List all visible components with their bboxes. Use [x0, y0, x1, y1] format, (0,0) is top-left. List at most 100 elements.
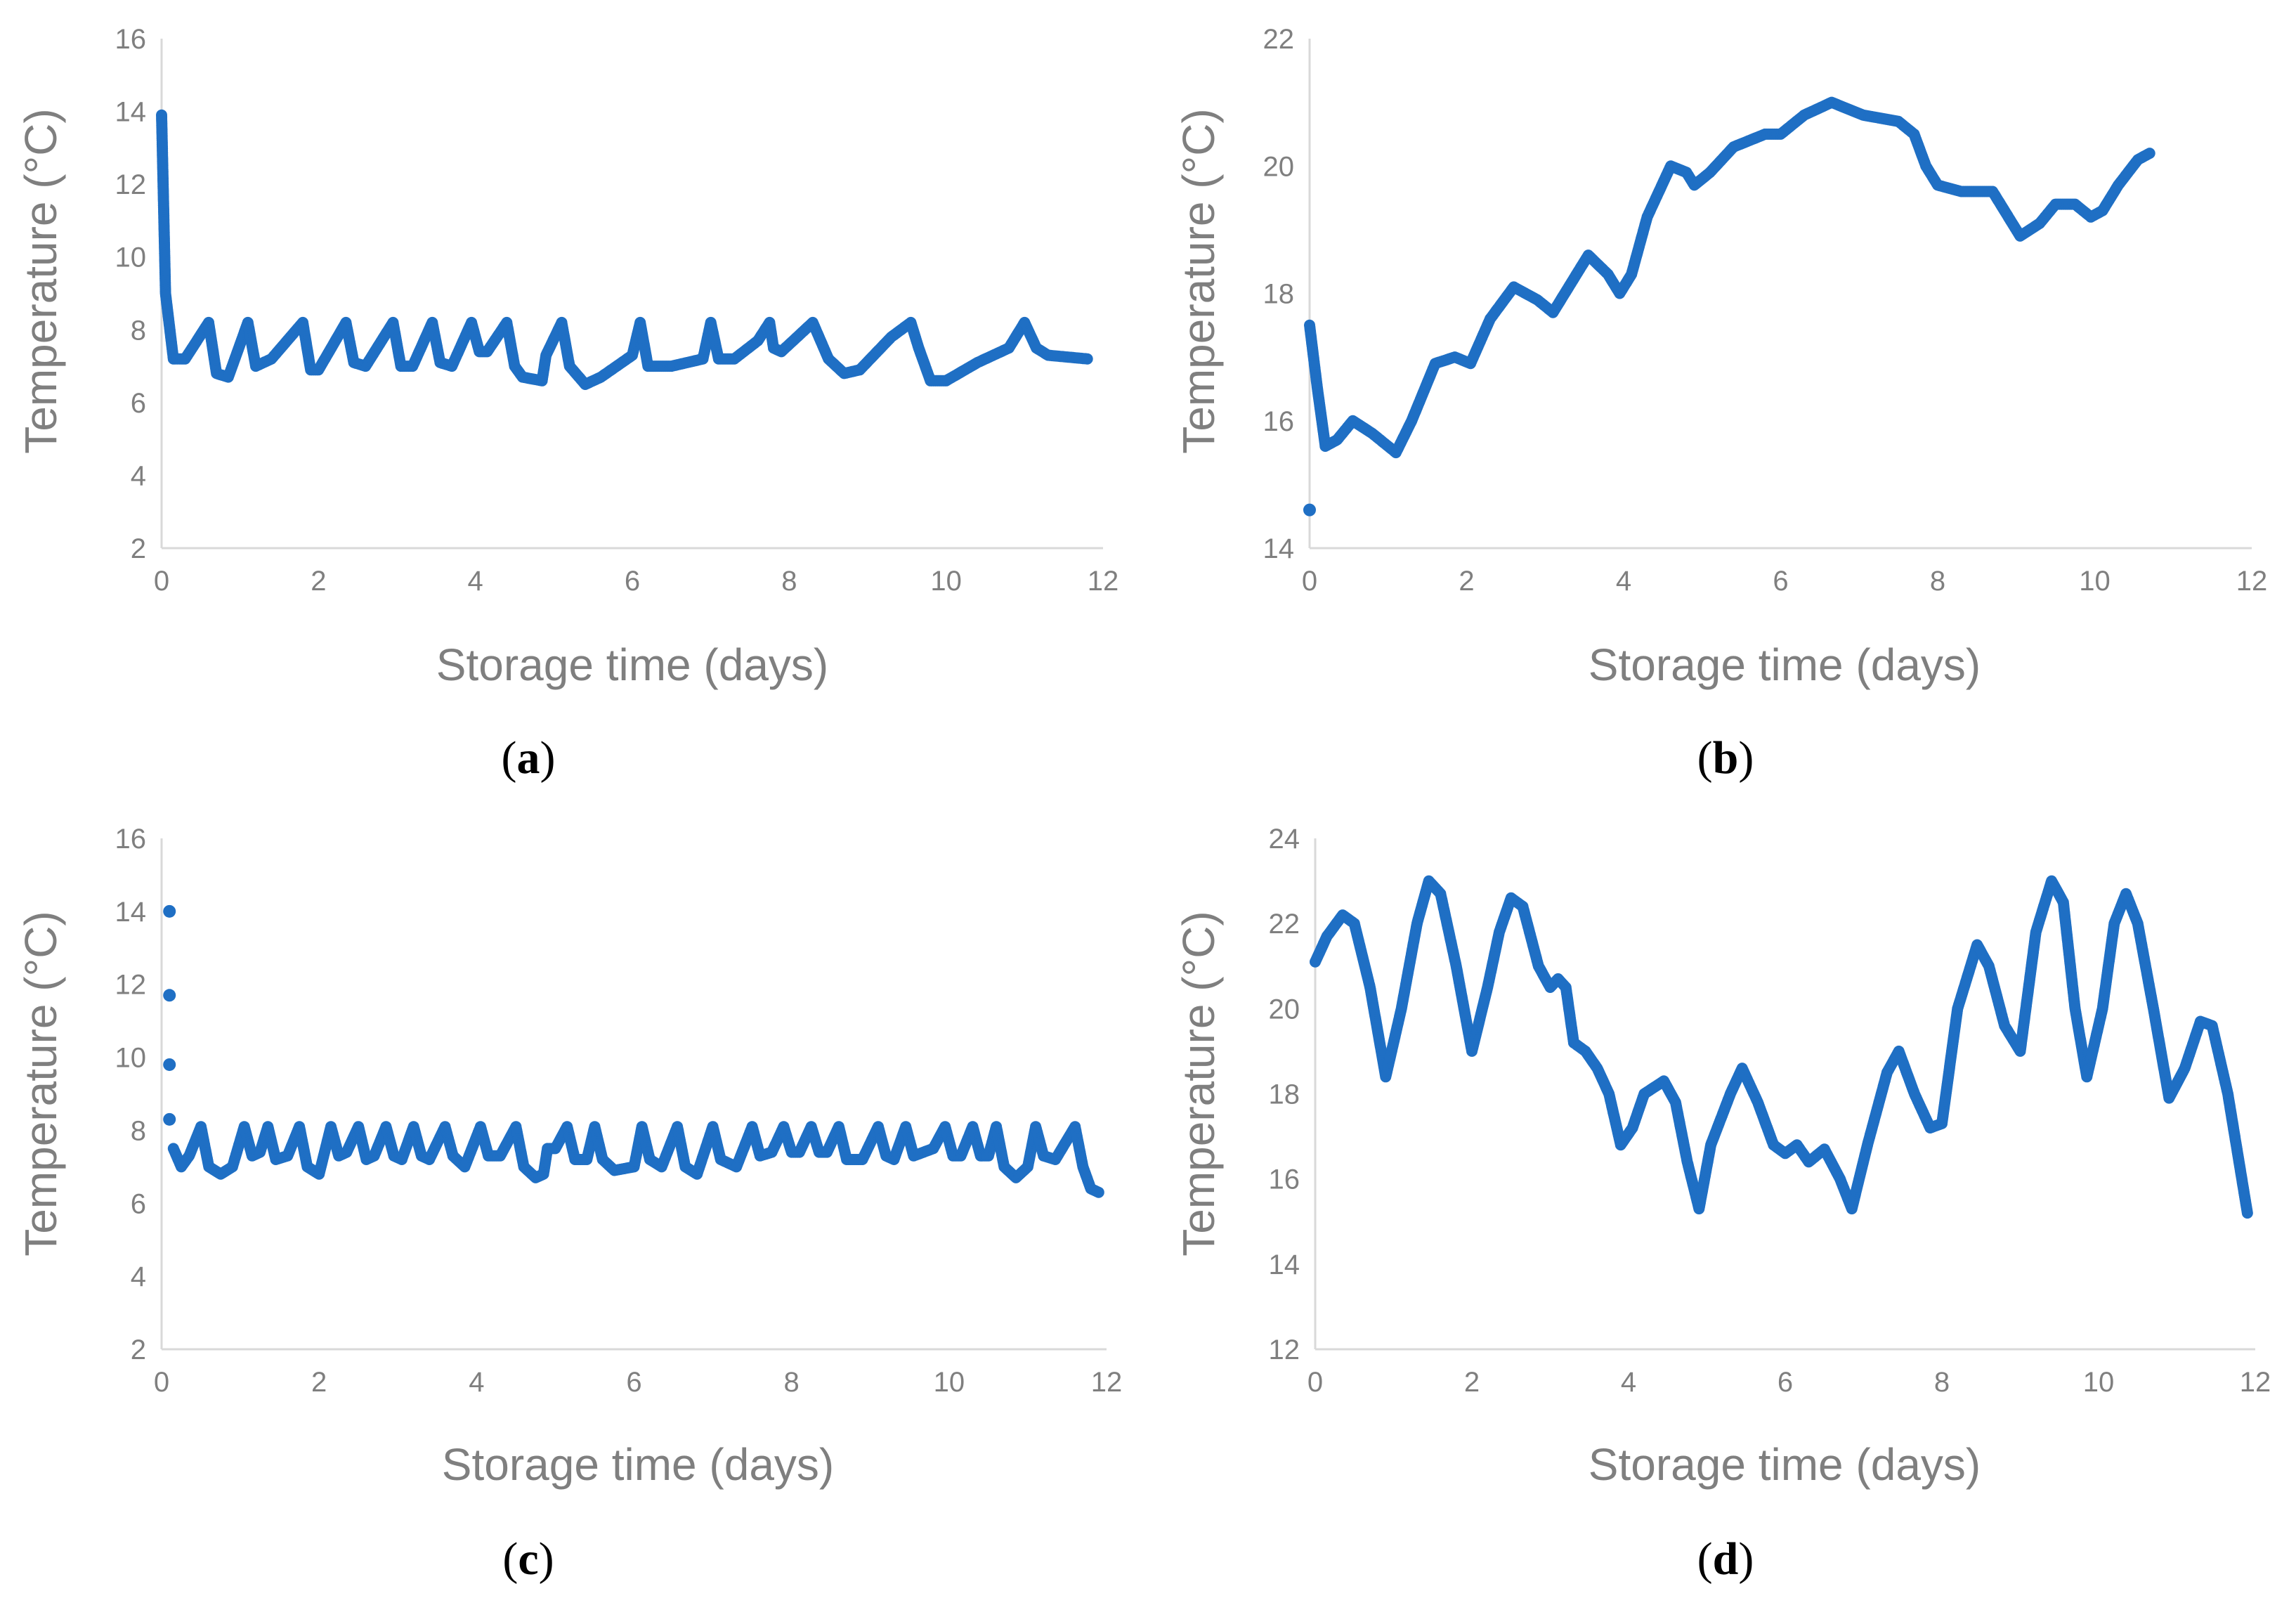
panel-label-b: (b)	[1697, 732, 1754, 784]
x-tick-labels-c: 0 2 4 6 8 10 12	[154, 1367, 1122, 1398]
series-b	[1303, 96, 2155, 517]
panel-label-a: (a)	[502, 732, 556, 784]
panel-label-d: (d)	[1697, 1533, 1754, 1585]
panel-label-a-close: )	[540, 732, 556, 784]
panel-label-c-close: )	[539, 1533, 554, 1585]
panel-label-c-open: (	[502, 1533, 518, 1585]
x-tick-label: 10	[930, 566, 962, 597]
x-tick-label: 4	[1616, 566, 1631, 597]
y-tick-label: 10	[115, 1043, 147, 1074]
y-tick-label: 10	[115, 242, 147, 273]
x-tick-label: 8	[781, 566, 797, 597]
y-tick-labels-d: 12 14 16 18 20 22 24	[1269, 824, 1300, 1365]
y-tick-label: 4	[131, 460, 146, 491]
series-d	[1310, 875, 2253, 1219]
x-axis-title-a: Storage time (days)	[436, 639, 828, 690]
x-tick-label: 6	[1773, 566, 1788, 597]
panel-label-d-close: )	[1738, 1533, 1754, 1585]
x-tick-label: 0	[154, 566, 169, 597]
outlier-point	[163, 1058, 176, 1071]
panel-label-a-letter: a	[517, 732, 540, 784]
panel-c: 2 4 6 8 10 12 14 16 0 2 4 6 8 10 12 Storage time (day…	[15, 824, 1122, 1585]
x-tick-labels-a: 0 2 4 6 8 10 12	[154, 566, 1118, 597]
y-tick-label: 14	[115, 897, 147, 928]
y-tick-label: 12	[1269, 1334, 1300, 1365]
y-tick-label: 16	[1263, 406, 1295, 437]
x-tick-label: 4	[468, 566, 483, 597]
panel-label-b-letter: b	[1713, 732, 1739, 784]
x-tick-labels-d: 0 2 4 6 8 10 12	[1307, 1367, 2271, 1398]
y-tick-label: 18	[1263, 279, 1295, 310]
data-point	[1081, 353, 1093, 365]
y-tick-label: 2	[131, 1334, 146, 1365]
y-tick-label: 16	[115, 24, 147, 55]
y-tick-label: 22	[1269, 909, 1300, 940]
x-tick-label: 12	[1091, 1367, 1123, 1398]
y-tick-label: 6	[131, 388, 146, 419]
outlier-point	[1303, 503, 1316, 517]
series-c	[163, 904, 1104, 1198]
y-tick-label: 12	[115, 970, 147, 1001]
y-axis-title-b: Temperature (°C)	[1173, 108, 1224, 454]
x-tick-label: 4	[1621, 1367, 1636, 1398]
panel-label-c-letter: c	[518, 1533, 538, 1585]
y-tick-label: 16	[1269, 1164, 1300, 1195]
x-axis-title-b: Storage time (days)	[1589, 639, 1981, 690]
x-tick-label: 10	[2083, 1367, 2115, 1398]
y-tick-label: 8	[131, 315, 146, 346]
x-tick-label: 10	[2079, 566, 2111, 597]
y-tick-label: 22	[1263, 24, 1295, 55]
x-tick-label: 6	[626, 1367, 641, 1398]
y-tick-label: 2	[131, 533, 146, 564]
x-tick-labels-b: 0 2 4 6 8 10 12	[1302, 566, 2267, 597]
panel-b: 14 16 18 20 22 0 2 4 6 8 10 12 Storage time (days)…	[1173, 24, 2267, 784]
y-tick-label: 6	[131, 1188, 146, 1219]
x-axis-title-c: Storage time (days)	[442, 1439, 834, 1490]
panel-label-d-letter: d	[1713, 1533, 1739, 1585]
y-tick-label: 14	[115, 97, 147, 128]
outlier-point	[163, 1112, 176, 1126]
y-tick-label: 18	[1269, 1079, 1300, 1110]
y-axis-title-a: Temperature (°C)	[15, 108, 66, 454]
x-tick-label: 2	[311, 1367, 327, 1398]
y-tick-label: 14	[1269, 1249, 1300, 1280]
panel-label-b-open: (	[1697, 732, 1713, 784]
x-tick-label: 8	[1934, 1367, 1950, 1398]
outlier-point	[163, 904, 176, 918]
x-tick-label: 12	[2240, 1367, 2271, 1398]
panel-label-b-close: )	[1738, 732, 1754, 784]
x-tick-label: 4	[469, 1367, 484, 1398]
y-tick-label: 14	[1263, 533, 1295, 564]
y-tick-label: 20	[1269, 994, 1300, 1025]
y-tick-label: 12	[115, 169, 147, 200]
x-tick-label: 12	[2236, 566, 2268, 597]
x-tick-label: 6	[1778, 1367, 1793, 1398]
data-point	[1092, 1186, 1104, 1198]
y-tick-labels-b: 14 16 18 20 22	[1263, 24, 1295, 564]
x-tick-label: 8	[784, 1367, 800, 1398]
x-tick-label: 2	[1459, 566, 1474, 597]
panel-label-a-open: (	[502, 732, 517, 784]
x-tick-label: 10	[934, 1367, 965, 1398]
panel-label-d-open: (	[1697, 1533, 1713, 1585]
data-point	[2241, 1207, 2253, 1219]
y-tick-label: 20	[1263, 151, 1295, 182]
y-tick-label: 16	[115, 824, 147, 855]
x-tick-label: 0	[154, 1367, 169, 1398]
data-point	[2144, 148, 2155, 160]
x-tick-label: 2	[311, 566, 326, 597]
x-axis-title-d: Storage time (days)	[1589, 1439, 1981, 1490]
x-tick-label: 8	[1930, 566, 1945, 597]
x-tick-label: 2	[1464, 1367, 1480, 1398]
panel-label-c: (c)	[502, 1533, 554, 1585]
y-axis-title-d: Temperature (°C)	[1173, 911, 1224, 1256]
x-tick-label: 0	[1302, 566, 1317, 597]
y-axis-title-c: Temperature (°C)	[15, 911, 66, 1256]
y-tick-label: 8	[131, 1115, 146, 1146]
y-tick-label: 24	[1269, 824, 1300, 855]
x-tick-label: 12	[1088, 566, 1119, 597]
